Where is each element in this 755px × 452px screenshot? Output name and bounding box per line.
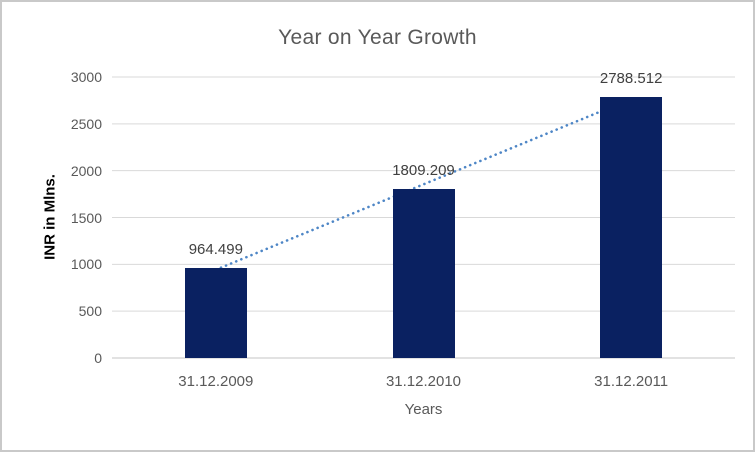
trendline: [214, 97, 633, 272]
x-tick-label: 31.12.2009: [178, 373, 254, 390]
y-tick-label: 500: [78, 303, 102, 320]
y-tick-label: 1000: [70, 256, 102, 273]
bar-data-label: 964.499: [188, 240, 243, 258]
y-tick-label: 3000: [70, 69, 102, 85]
chart-title: Year on Year Growth: [278, 26, 477, 49]
y-tick-label: 2000: [70, 162, 102, 179]
bar: [600, 96, 663, 358]
x-axis-title: Years: [404, 401, 443, 418]
y-tick-label: 1500: [70, 209, 102, 226]
x-tick-label: 31.12.2010: [385, 373, 462, 390]
x-tick-label: 31.12.2011: [594, 373, 669, 390]
y-tick-label: 2500: [70, 115, 102, 132]
bar-data-label: 1809.209: [392, 161, 455, 179]
bar: [184, 267, 247, 358]
bar: [392, 188, 455, 358]
bar-data-label: 2788.512: [599, 69, 663, 87]
y-tick-label: 0: [94, 350, 102, 366]
